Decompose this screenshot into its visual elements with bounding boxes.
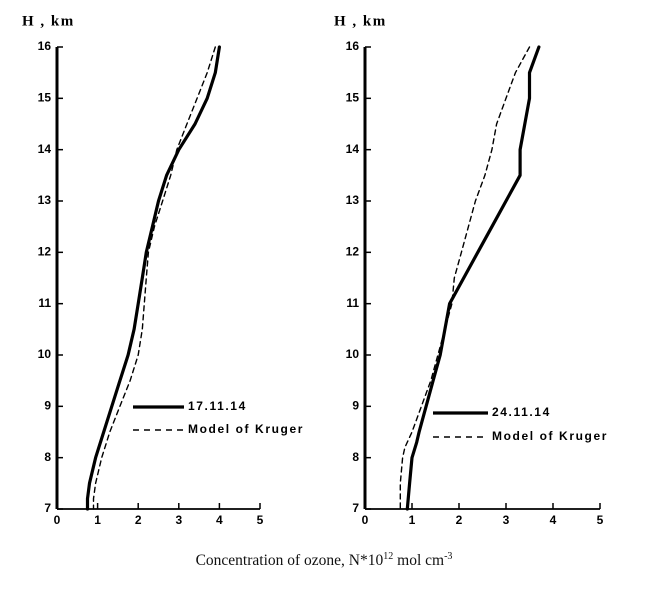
y-tick-label: 11	[38, 296, 51, 310]
x-tick-label: 3	[175, 513, 182, 527]
legend-label: 24.11.14	[492, 405, 551, 419]
x-tick-label: 3	[503, 513, 510, 527]
y-tick-label: 7	[352, 501, 359, 515]
y-tick-label: 7	[44, 501, 51, 515]
x-tick-label: 2	[135, 513, 142, 527]
x-tick-label: 0	[362, 513, 369, 527]
y-tick-label: 14	[38, 142, 52, 156]
y-tick-label: 14	[346, 142, 360, 156]
x-tick-label: 4	[216, 513, 223, 527]
legend-label: Model of Kruger	[492, 429, 608, 443]
y-tick-label: 9	[44, 399, 51, 413]
caption-exponent-1: 12	[383, 551, 394, 562]
y-tick-label: 12	[38, 245, 52, 259]
series-line-measured	[85, 45, 221, 511]
x-tick-label: 1	[94, 513, 101, 527]
series-line-model	[92, 46, 216, 510]
y-tick-label: 12	[346, 245, 360, 259]
figure-caption: Concentration of ozone, N*1012 mol cm-3	[0, 551, 648, 570]
y-tick-label: 15	[346, 91, 360, 105]
x-tick-label: 2	[456, 513, 463, 527]
y-tick-label: 8	[44, 450, 51, 464]
x-tick-label: 1	[409, 513, 416, 527]
x-tick-label: 4	[550, 513, 557, 527]
legend-label: Model of Kruger	[188, 422, 304, 436]
x-tick-label: 5	[597, 513, 604, 527]
series-line-measured	[405, 45, 541, 511]
x-tick-label: 0	[54, 513, 61, 527]
legend-label: 17.11.14	[188, 399, 247, 413]
caption-middle: mol cm	[393, 552, 445, 570]
series-line-model	[399, 46, 531, 510]
caption-prefix: Concentration of ozone, N*10	[195, 552, 384, 570]
y-axis-title: H , km	[334, 13, 387, 29]
y-tick-label: 8	[352, 450, 359, 464]
y-axis-title: H , km	[22, 13, 75, 29]
y-tick-label: 10	[346, 347, 360, 361]
y-tick-label: 13	[346, 193, 360, 207]
caption-exponent-2: -3	[444, 551, 453, 562]
y-tick-label: 10	[38, 347, 52, 361]
y-tick-label: 15	[38, 91, 52, 105]
y-tick-label: 9	[352, 399, 359, 413]
y-tick-label: 11	[346, 296, 359, 310]
x-tick-label: 5	[257, 513, 264, 527]
y-tick-label: 16	[38, 39, 52, 53]
y-tick-label: 16	[346, 39, 360, 53]
y-tick-label: 13	[38, 193, 52, 207]
